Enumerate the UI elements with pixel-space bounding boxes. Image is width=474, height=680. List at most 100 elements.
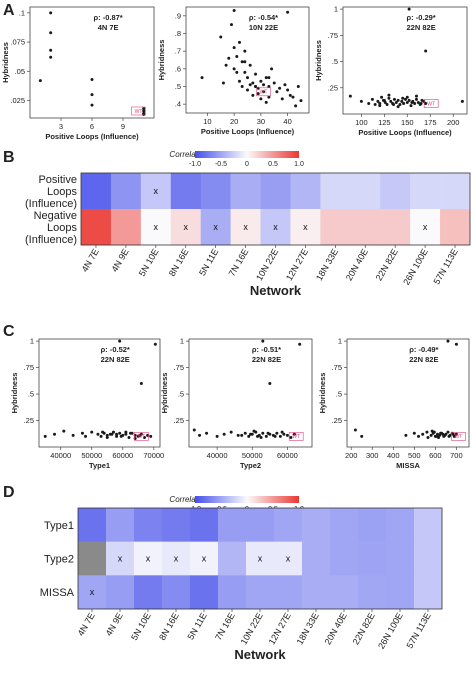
heatmap-cell: [414, 508, 443, 542]
data-point: [142, 435, 146, 439]
data-point: [373, 103, 377, 107]
network-annotation: 4N 7E: [98, 23, 119, 32]
data-point: [142, 112, 146, 116]
column-label: 22N 82E: [351, 611, 377, 646]
data-point: [267, 85, 271, 88]
column-label: 7N 16E: [213, 611, 237, 642]
data-point: [127, 435, 131, 439]
data-point: [286, 10, 290, 14]
data-point: [280, 97, 284, 101]
heatmap-cell: [358, 541, 387, 576]
heatmap-d: Correlation-1.0-0.500.51.0xxxxxxxType1Ty…: [40, 495, 443, 662]
data-point: [422, 99, 426, 103]
heatmap-cell: [106, 575, 135, 610]
data-point: [396, 105, 400, 109]
x-tick-label: 50000: [81, 451, 102, 460]
x-axis-label: Type2: [240, 461, 261, 470]
x-tick-label: 150: [401, 118, 414, 127]
heatmap-cell: [162, 508, 191, 542]
data-point: [294, 104, 298, 108]
data-point: [405, 100, 409, 104]
heatmap-cell: [350, 209, 381, 246]
column-label: 26N 100E: [376, 611, 405, 651]
y-tick-label: .25: [328, 83, 338, 92]
heatmap-cell: [230, 173, 261, 210]
data-point: [359, 99, 363, 103]
data-point: [149, 434, 153, 438]
data-point: [259, 97, 263, 101]
x-axis-label: Positive Loops (Influence): [201, 127, 295, 136]
data-point: [451, 432, 455, 436]
data-point: [129, 431, 133, 435]
data-point: [227, 56, 231, 60]
data-point: [429, 433, 433, 437]
wt-marker-label: WT: [260, 90, 268, 96]
data-point: [118, 431, 122, 435]
data-point: [289, 435, 293, 439]
data-point: [49, 11, 53, 15]
data-point: [243, 49, 247, 53]
data-point: [407, 7, 411, 11]
y-tick-label: .25: [174, 416, 184, 425]
heatmap-cell: [386, 541, 415, 576]
data-point: [246, 88, 249, 92]
data-point: [291, 95, 295, 99]
y-axis-label: Hybridness: [1, 42, 10, 83]
panel-label-c: C: [3, 323, 15, 340]
heatmap-cell: [162, 541, 191, 576]
data-point: [432, 430, 436, 434]
y-axis-label: Hybridness: [314, 40, 323, 81]
y-axis-label: Hybridness: [157, 40, 166, 81]
y-tick-label: 1: [334, 5, 338, 14]
data-point: [237, 40, 241, 44]
data-point: [348, 94, 352, 98]
wt-marker-box: [451, 432, 466, 441]
heatmap-cell: [274, 575, 303, 610]
wt-marker-box: [131, 106, 146, 116]
data-point: [412, 431, 416, 435]
data-point: [398, 103, 402, 107]
scatter-c3: 200 300 400 500 600 700 .25 .5 .75 1 MISSA Hybridne…: [318, 337, 470, 470]
data-point: [115, 432, 119, 436]
wt-marker-box: [423, 99, 439, 108]
data-point: [49, 48, 53, 52]
data-point: [392, 103, 396, 107]
column-label: 5N 10E: [137, 247, 161, 278]
colorbar-title: Correlation: [169, 495, 209, 504]
data-point: [387, 96, 391, 100]
data-point: [262, 90, 266, 94]
wt-marker-box: [288, 432, 304, 441]
data-point: [222, 432, 226, 436]
y-axis-label: Hybridness: [160, 373, 169, 414]
data-point: [280, 430, 284, 434]
data-point: [273, 434, 277, 438]
heatmap-cell: [110, 209, 142, 246]
data-point: [221, 81, 225, 85]
y-tick-label: .75: [332, 363, 342, 372]
x-axis-label: Positive Loops (Influence): [358, 128, 452, 137]
colorbar: [195, 496, 299, 503]
data-point: [282, 432, 286, 436]
data-point: [267, 95, 271, 99]
column-label: 18N 33E: [314, 247, 340, 282]
x-tick-label: 40: [283, 117, 291, 126]
plot-frame: [342, 6, 468, 115]
colorbar-tick-label: -0.5: [215, 161, 227, 168]
plot-frame: [38, 338, 161, 448]
column-label: 10N 22E: [239, 611, 265, 646]
x-tick-label: 70000: [143, 451, 164, 460]
data-point: [292, 432, 296, 436]
y-tick-label: .5: [175, 82, 181, 91]
heatmap-cell: [410, 173, 441, 210]
data-point: [385, 103, 389, 107]
plot-frame: [188, 338, 313, 448]
data-point: [49, 55, 53, 59]
heatmap-cell: [110, 173, 142, 210]
y-tick-label: .7: [175, 47, 181, 56]
data-point: [205, 431, 209, 435]
y-tick-label: .75: [24, 363, 34, 372]
data-point: [454, 342, 458, 346]
data-point: [270, 67, 274, 71]
heatmap-cell: [162, 575, 191, 610]
